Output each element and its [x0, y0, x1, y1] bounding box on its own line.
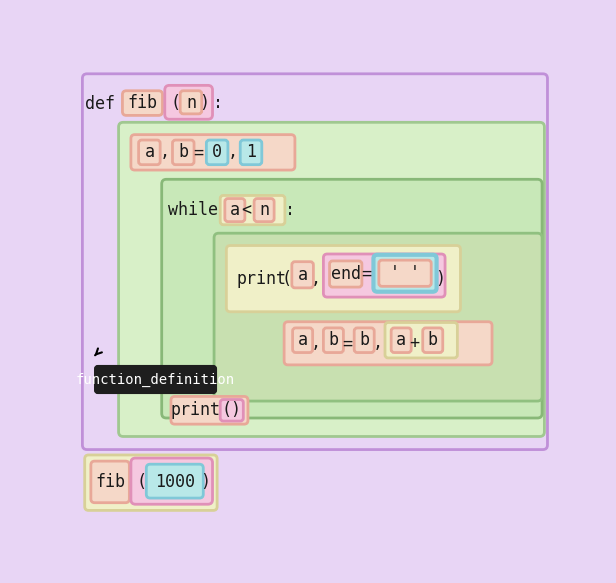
- FancyBboxPatch shape: [139, 140, 160, 164]
- Text: ,: ,: [227, 143, 238, 161]
- FancyBboxPatch shape: [83, 74, 548, 449]
- Text: <: <: [241, 201, 251, 219]
- Text: ' ': ' ': [390, 264, 420, 282]
- FancyBboxPatch shape: [423, 328, 443, 353]
- FancyBboxPatch shape: [123, 91, 163, 115]
- Text: 1: 1: [246, 143, 256, 161]
- Text: (: (: [171, 94, 180, 112]
- Text: b: b: [328, 331, 338, 349]
- Text: def: def: [85, 95, 115, 113]
- Text: b: b: [178, 143, 188, 161]
- FancyBboxPatch shape: [85, 455, 217, 510]
- Text: =: =: [342, 334, 352, 352]
- Text: ): ): [436, 269, 445, 287]
- Text: print: print: [237, 269, 287, 287]
- Text: 0: 0: [212, 143, 222, 161]
- FancyBboxPatch shape: [91, 461, 129, 503]
- Text: a: a: [144, 143, 155, 161]
- FancyBboxPatch shape: [119, 122, 545, 437]
- FancyBboxPatch shape: [373, 255, 437, 292]
- Text: ,: ,: [310, 334, 321, 352]
- Text: a: a: [298, 331, 307, 349]
- Text: b: b: [359, 331, 369, 349]
- FancyBboxPatch shape: [254, 199, 274, 222]
- Text: 1000: 1000: [155, 473, 195, 491]
- Text: end: end: [331, 265, 361, 283]
- Text: ,: ,: [372, 334, 383, 352]
- FancyBboxPatch shape: [323, 254, 445, 297]
- FancyBboxPatch shape: [171, 396, 248, 424]
- FancyBboxPatch shape: [180, 91, 202, 114]
- Text: while: while: [168, 201, 217, 219]
- Text: a: a: [230, 201, 240, 219]
- Text: n: n: [186, 94, 196, 112]
- Text: b: b: [428, 331, 438, 349]
- Text: print: print: [171, 401, 221, 419]
- FancyBboxPatch shape: [172, 140, 194, 164]
- FancyBboxPatch shape: [330, 261, 362, 287]
- FancyBboxPatch shape: [293, 328, 313, 353]
- FancyBboxPatch shape: [214, 233, 542, 401]
- FancyBboxPatch shape: [131, 135, 295, 170]
- Text: ): ): [201, 473, 211, 491]
- FancyBboxPatch shape: [385, 322, 458, 358]
- Text: =: =: [193, 143, 204, 161]
- Text: (: (: [137, 473, 147, 491]
- FancyBboxPatch shape: [354, 328, 375, 353]
- Text: fib: fib: [95, 473, 125, 491]
- Text: :: :: [213, 94, 223, 112]
- Text: n: n: [259, 201, 269, 219]
- FancyBboxPatch shape: [147, 464, 203, 498]
- FancyBboxPatch shape: [379, 260, 431, 286]
- FancyBboxPatch shape: [292, 262, 314, 288]
- FancyBboxPatch shape: [131, 458, 213, 504]
- Text: +: +: [409, 334, 419, 352]
- Text: ,: ,: [160, 143, 170, 161]
- FancyBboxPatch shape: [391, 328, 411, 353]
- FancyBboxPatch shape: [227, 245, 461, 312]
- FancyBboxPatch shape: [221, 399, 243, 421]
- Text: ,: ,: [310, 269, 321, 287]
- FancyBboxPatch shape: [95, 366, 216, 394]
- FancyBboxPatch shape: [323, 328, 344, 353]
- Text: (): (): [222, 401, 241, 419]
- FancyBboxPatch shape: [161, 180, 542, 418]
- FancyBboxPatch shape: [165, 85, 213, 120]
- FancyBboxPatch shape: [240, 140, 262, 164]
- Text: (: (: [282, 269, 291, 287]
- Text: function_definition: function_definition: [76, 373, 235, 387]
- Text: =: =: [362, 265, 371, 283]
- Text: ): ): [199, 94, 209, 112]
- Text: a: a: [396, 331, 406, 349]
- FancyBboxPatch shape: [284, 322, 492, 365]
- FancyBboxPatch shape: [225, 199, 245, 222]
- FancyBboxPatch shape: [221, 195, 285, 224]
- FancyBboxPatch shape: [206, 140, 228, 164]
- Text: fib: fib: [128, 94, 158, 112]
- Text: :: :: [285, 201, 295, 219]
- Text: a: a: [298, 266, 307, 284]
